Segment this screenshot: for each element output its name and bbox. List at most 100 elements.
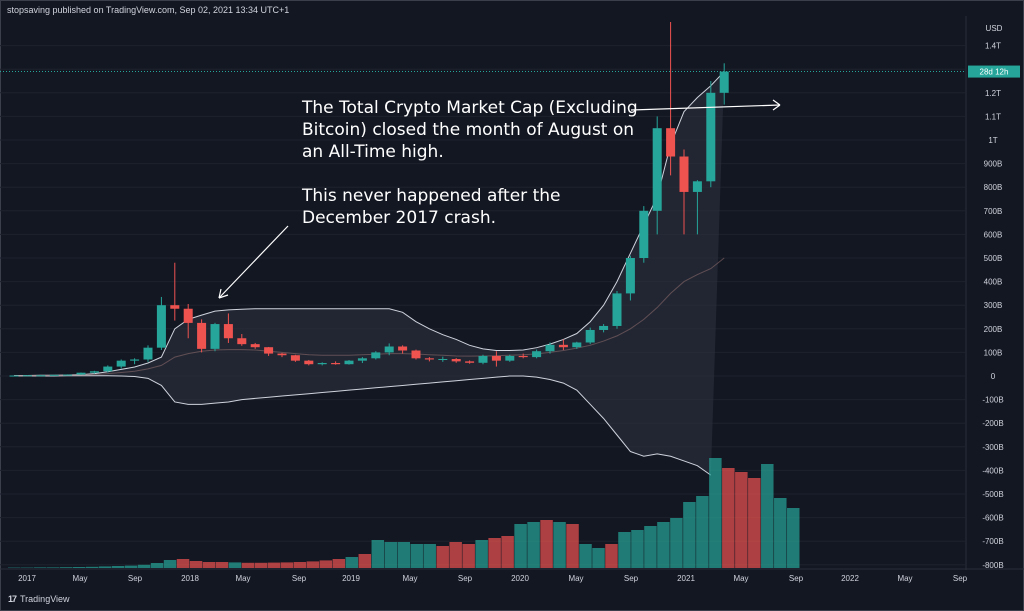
arrow-head-2018 <box>218 288 229 299</box>
candle-body <box>371 352 381 359</box>
candle-body <box>63 374 73 376</box>
x-tick-label: Sep <box>624 574 639 583</box>
y-tick-label: 1.2T <box>985 89 1001 98</box>
arrow-head-2021 <box>772 99 781 111</box>
countdown-badge <box>968 65 1020 78</box>
candle-body <box>478 355 488 363</box>
volume-bar <box>787 508 800 568</box>
y-tick-label: -100B <box>982 396 1003 405</box>
candle-body <box>116 360 126 367</box>
volume-bar <box>85 566 99 568</box>
candle-body <box>465 361 475 363</box>
x-tick-label: May <box>568 574 583 583</box>
y-axis: 1.4T1.3T1.2T1.1T1T900B800B700B600B500B40… <box>0 16 1024 570</box>
volume-bar <box>592 548 605 568</box>
annotation-text: The Total Crypto Market Cap (Excluding B… <box>302 97 642 251</box>
y-tick-label: -800B <box>982 561 1003 570</box>
candle-body <box>331 363 341 365</box>
volume-bar <box>514 524 527 568</box>
y-tick-label: 900B <box>984 160 1003 169</box>
candle-body <box>317 363 327 365</box>
volume-bar <box>332 559 346 568</box>
volume-bar <box>618 532 631 568</box>
volume-bar <box>267 562 281 568</box>
candle-body <box>143 347 153 360</box>
volume-bar <box>33 567 47 568</box>
y-tick-label: 1.4T <box>985 42 1001 51</box>
x-tick-label: Sep <box>789 574 804 583</box>
volume-bar <box>423 544 436 568</box>
volume-bar <box>579 544 592 568</box>
candle-body <box>344 360 354 365</box>
candle-body <box>518 355 528 358</box>
annotation-line-2: This never happened after the December 2… <box>302 186 561 228</box>
volume-bar <box>241 562 255 568</box>
volume-bar <box>475 540 488 568</box>
candle-body <box>625 258 635 294</box>
volume-bar <box>72 567 86 568</box>
volume-bar <box>709 458 722 568</box>
arrow-to-2018 <box>218 225 289 299</box>
x-tick-label: 2021 <box>677 574 695 583</box>
volume-bar <box>696 496 709 568</box>
band-basis <box>14 257 725 377</box>
countdown-label: 28d 12h <box>980 68 1009 77</box>
volume-bar <box>215 562 229 568</box>
band-fill <box>14 71 725 476</box>
x-tick-label: 2017 <box>18 574 36 583</box>
x-tick-label: Sep <box>128 574 143 583</box>
bollinger-bands <box>14 71 725 476</box>
volume-bar <box>319 560 333 568</box>
y-tick-label: -300B <box>982 443 1003 452</box>
annotation-line-1: The Total Crypto Market Cap (Excluding B… <box>302 98 638 162</box>
candle-body <box>103 366 113 372</box>
candle-body <box>89 371 99 373</box>
volume-bar <box>722 468 735 568</box>
volume-bar <box>501 536 514 568</box>
volume-bar <box>228 562 242 568</box>
candles <box>9 22 729 377</box>
volume-bar <box>46 567 60 568</box>
arrow-to-2021 <box>630 104 781 111</box>
candle-body <box>197 322 207 349</box>
volume-bar <box>150 563 164 568</box>
candle-body <box>679 156 689 192</box>
candle-body <box>130 359 140 361</box>
candle-body <box>49 374 59 376</box>
candle-body <box>585 329 595 343</box>
volume-bar <box>670 518 683 568</box>
candle-body <box>545 344 555 352</box>
candle-body <box>76 372 86 375</box>
volume-bar <box>202 562 216 568</box>
volume-bar <box>644 526 657 568</box>
y-tick-label: -500B <box>982 490 1003 499</box>
candle-body <box>36 375 46 377</box>
tradingview-logo-icon: 17 <box>8 594 17 604</box>
candle-body <box>719 71 729 93</box>
volume-bar <box>371 540 385 568</box>
candle-body <box>706 92 716 182</box>
candle-body <box>290 355 300 361</box>
x-tick-label: 2022 <box>841 574 859 583</box>
candle-body <box>639 210 649 258</box>
currency-label: USD <box>986 24 1003 33</box>
volume-bar <box>488 538 501 568</box>
annotation-arrows <box>218 99 781 299</box>
candle-body <box>384 346 394 353</box>
volume-bar <box>462 544 475 568</box>
candle-body <box>666 128 676 157</box>
candle-body <box>438 359 448 361</box>
volume-bar <box>774 498 787 568</box>
candle-body <box>250 344 260 348</box>
volume-bar <box>540 520 553 568</box>
y-tick-label: 800B <box>984 183 1003 192</box>
x-tick-label: 2019 <box>342 574 360 583</box>
y-tick-label: -700B <box>982 537 1003 546</box>
volume-bar <box>306 561 320 568</box>
candle-body <box>599 325 609 330</box>
volume-bar <box>137 564 151 568</box>
candle-body <box>451 359 461 362</box>
volume-bar <box>527 522 540 568</box>
candle-body <box>558 344 568 348</box>
